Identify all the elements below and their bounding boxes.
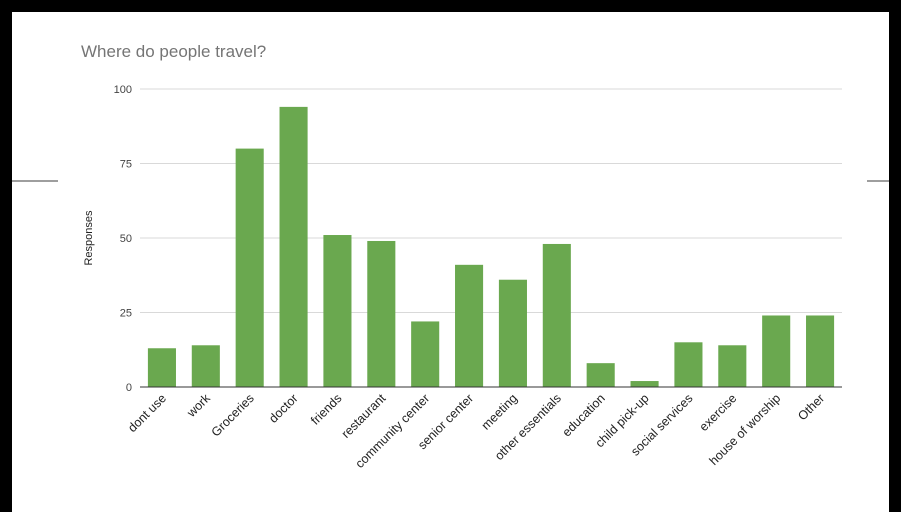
y-tick-label: 25 (120, 308, 132, 320)
background-divider-left (12, 180, 58, 182)
y-tick-label: 50 (120, 233, 132, 245)
y-tick-label: 75 (120, 159, 132, 171)
bar-senior-center (455, 264, 484, 387)
y-tick-label: 100 (114, 84, 132, 96)
bar-social-services (674, 342, 703, 387)
x-tick-label: Groceries (209, 391, 257, 439)
x-tick-label: doctor (266, 391, 300, 425)
bars (147, 106, 835, 387)
x-tick-label: work (184, 391, 214, 421)
bar-restaurant (367, 240, 396, 387)
bar-work (191, 345, 220, 387)
x-tick-label: community center (353, 391, 433, 471)
x-tick-label: meeting (479, 391, 520, 432)
bar-groceries (235, 148, 264, 387)
bar-education (586, 363, 615, 387)
chart-card (58, 12, 866, 512)
bar-dont-use (147, 348, 176, 387)
bar-other-essentials (542, 243, 571, 387)
bar-exercise (718, 345, 747, 387)
bar-friends (323, 235, 352, 387)
x-tick-label: exercise (697, 391, 740, 434)
x-tick-label: dont use (125, 391, 169, 435)
x-tick-label: Other (795, 391, 827, 423)
bar-community-center (411, 321, 440, 387)
background-divider-right (867, 180, 889, 182)
screenshot-frame: Where do people travel? 0 25 50 75 100 dont … (12, 12, 889, 512)
bar-child-pick-up (630, 381, 659, 387)
y-tick-label: 0 (126, 382, 132, 394)
chart-title: Where do people travel? (81, 42, 267, 61)
bar-other (806, 315, 835, 387)
y-axis-label: Responses (83, 210, 95, 266)
y-axis-ticks: 0 25 50 75 100 (114, 84, 132, 394)
x-tick-label: friends (308, 391, 344, 427)
bar-house-of-worship (762, 315, 791, 387)
bar-doctor (279, 106, 308, 387)
bar-meeting (498, 279, 527, 387)
